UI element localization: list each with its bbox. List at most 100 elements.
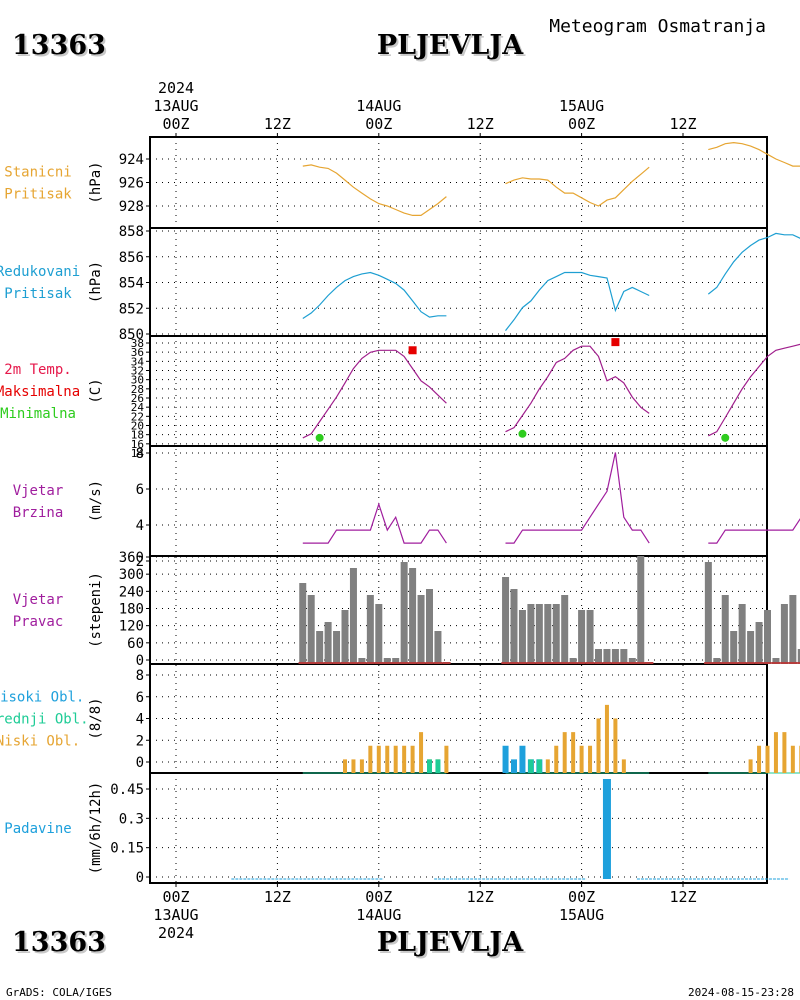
y-tick-label-precipitation: 0.45: [110, 782, 144, 798]
axis-label-wind_speed: (m/s): [88, 480, 104, 522]
cloud-bar: [604, 704, 609, 773]
top-time-tick-label: 00Z: [568, 115, 595, 133]
cloud-bar: [773, 732, 778, 773]
panel-label-cloud_cover: Srednji Obl.: [0, 712, 89, 728]
wind-direction-base-mark: [332, 662, 341, 664]
cloud-bar: [368, 745, 373, 773]
cloud-bar: [376, 745, 381, 773]
wind-direction-base-mark: [433, 662, 443, 664]
cloud-bar: [519, 745, 526, 773]
y-tick-label-precipitation: 0.15: [110, 841, 144, 857]
y-tick-label-temperature: 20: [131, 419, 144, 432]
wind-direction-base-mark: [712, 662, 721, 664]
cloud-bar: [427, 759, 432, 773]
footer-credit: GrADS: COLA/IGES: [6, 986, 112, 999]
cloud-bar: [613, 718, 618, 773]
temperature-series-line-1: [302, 349, 447, 439]
bottom-day-label: 14AUG: [356, 906, 401, 924]
panel-label-precipitation: Padavine: [4, 821, 71, 837]
wind-direction-base-mark: [771, 662, 781, 664]
axis-label-reduced_pressure: (hPa): [88, 261, 104, 303]
wind-direction-bar: [333, 631, 341, 664]
wind-direction-base-mark: [399, 662, 409, 664]
cloud-bar: [765, 745, 770, 773]
cloud-bar: [385, 745, 390, 773]
wind-direction-bar: [527, 604, 535, 664]
top-day-label: 13AUG: [153, 97, 198, 115]
wind-direction-bar: [510, 589, 518, 664]
wind-direction-bar: [789, 595, 797, 664]
wind-direction-bar: [628, 658, 636, 664]
wind-direction-base-mark: [602, 662, 612, 664]
cloud-bar: [393, 745, 398, 773]
cloud-bar: [588, 745, 593, 773]
cloud-bar: [562, 732, 567, 773]
wind-direction-bar: [730, 631, 738, 664]
wind-direction-base-mark: [391, 662, 400, 664]
y-tick-label-wind_direction: 300: [119, 567, 144, 583]
wind-direction-bar: [764, 610, 771, 664]
wind-direction-bar: [552, 604, 560, 664]
panel-label-station_pressure: Pritisak: [4, 187, 72, 203]
y-tick-label-temperature: 16: [131, 438, 144, 451]
wind-direction-base-mark: [636, 662, 645, 664]
tmin-marker: [315, 433, 324, 442]
y-tick-label-station_pressure: 926: [119, 176, 144, 192]
y-tick-label-precipitation: 0: [136, 870, 144, 886]
footer-station-name: PLJEVLJA: [377, 927, 524, 958]
wind-direction-base-mark: [628, 662, 637, 664]
wind-direction-base-mark: [721, 662, 730, 664]
bottom-day-label: 15AUG: [559, 906, 604, 924]
y-tick-label-wind_speed: 6: [136, 482, 144, 498]
station-name: PLJEVLJA: [377, 30, 524, 61]
wind-direction-bar: [366, 595, 374, 664]
y-tick-label-wind_speed: 4: [136, 518, 144, 534]
axis-label-station_pressure: (hPa): [88, 161, 104, 203]
wind-direction-bar: [578, 610, 586, 664]
tmax-marker: [408, 346, 417, 355]
temperature-series-line-3: [708, 343, 800, 437]
cloud-bar: [410, 745, 415, 773]
wind-direction-bar: [375, 604, 383, 664]
wind-direction-base-mark: [704, 662, 713, 664]
cloud-bar: [545, 759, 550, 773]
axis-label-temperature: (C): [88, 378, 104, 403]
y-tick-label-station_pressure: 924: [119, 152, 144, 168]
station-id: 13363: [12, 30, 106, 61]
top-time-tick-label: 12Z: [467, 115, 494, 133]
wind-direction-bar: [713, 658, 721, 664]
cloud-bar: [351, 759, 356, 773]
wind-direction-bar: [561, 595, 569, 664]
cloud-bar: [579, 745, 584, 773]
tmin-marker: [721, 433, 730, 442]
wind-direction-base-mark: [442, 662, 451, 664]
cloud-bar: [748, 759, 753, 773]
top-time-tick-label: 00Z: [365, 115, 392, 133]
wind-direction-bar: [316, 631, 324, 664]
station_pressure-series-line-3: [708, 141, 800, 167]
wind-direction-bar: [704, 562, 712, 664]
cloud-bar: [790, 745, 795, 773]
y-tick-label-temperature: 22: [131, 410, 144, 423]
axis-label-wind_direction: (stepeni): [88, 572, 104, 648]
y-tick-label-cloud_cover: 2: [136, 733, 144, 749]
wind-direction-bar: [426, 589, 433, 664]
cloud-bar: [757, 745, 762, 773]
wind-direction-base-mark: [374, 662, 383, 664]
wind-direction-bar: [620, 649, 628, 664]
wind-direction-bar: [409, 568, 417, 664]
y-tick-label-reduced_pressure: 858: [119, 224, 144, 240]
cloud-bar: [359, 759, 364, 773]
wind-direction-bar: [341, 610, 349, 664]
y-tick-label-wind_speed: 2: [136, 554, 144, 570]
wind-direction-base-mark: [509, 662, 519, 664]
bottom-year-label: 2024: [158, 924, 194, 942]
panel-label-wind_direction: Pravac: [13, 614, 64, 630]
panel-label-wind_direction: Vjetar: [13, 592, 64, 608]
panel-label-temperature: 2m Temp.: [4, 362, 71, 378]
wind-direction-bar: [307, 595, 315, 664]
y-tick-label-temperature: 24: [131, 401, 145, 414]
cloud-bar: [444, 745, 449, 773]
